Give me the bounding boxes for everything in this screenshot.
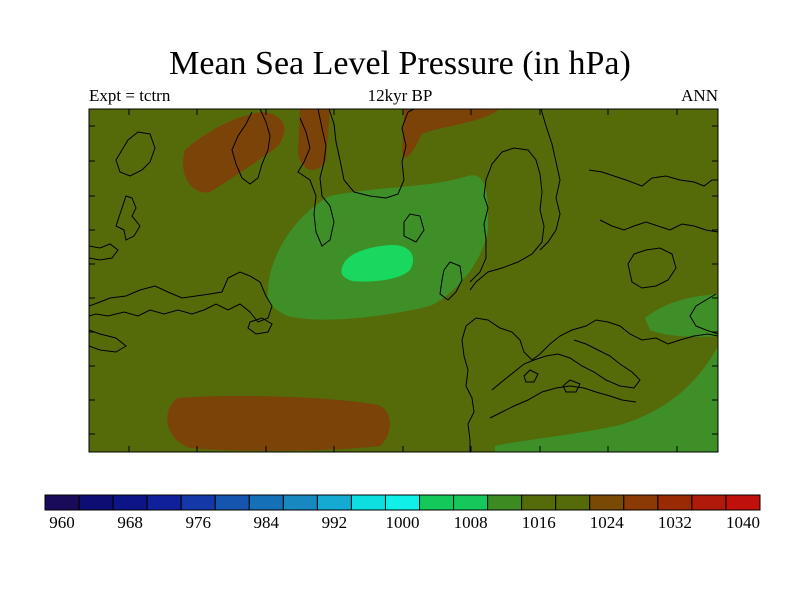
colorbar-swatch: [350, 494, 386, 511]
map-field: [89, 109, 718, 452]
colorbar-tick-label: 1016: [522, 513, 556, 532]
season-label: ANN: [681, 86, 718, 105]
colorbar-swatch: [384, 494, 421, 511]
high-pressure-south: [167, 396, 390, 451]
colorbar-tick-label: 960: [49, 513, 75, 532]
colorbar-swatch: [725, 494, 761, 511]
colorbar-swatch: [248, 494, 284, 511]
frame-ticks: [89, 109, 718, 452]
colorbar-swatch: [44, 494, 80, 511]
colorbar-swatch: [589, 494, 625, 511]
colorbar-swatch: [180, 494, 216, 511]
colorbar-swatch: [112, 494, 148, 511]
colorbar-tick-label: 1000: [386, 513, 420, 532]
colorbar-swatch: [487, 494, 523, 511]
colorbar-swatch: [214, 494, 250, 511]
low-pressure-center: [341, 244, 414, 282]
coastlines: [89, 109, 718, 452]
low-pressure-east: [645, 294, 718, 337]
colorbar-tick-label: 1040: [726, 513, 760, 532]
colorbar-swatch: [78, 494, 114, 511]
colorbar-swatch: [282, 494, 318, 511]
colorbar-tick-label: 968: [117, 513, 143, 532]
colorbar-swatch: [691, 494, 727, 511]
colorbar-tick-label: 992: [322, 513, 348, 532]
colorbar-tick-label: 1024: [590, 513, 625, 532]
colorbar-swatch: [555, 494, 591, 511]
colorbar-swatch: [316, 494, 352, 511]
low-pressure-southeast: [495, 346, 718, 452]
period-label: 12kyr BP: [367, 86, 433, 105]
colorbar: 960 968 976 984 992 1000 1008 1016 1024 1032 1040: [44, 494, 761, 532]
colorbar-tick-label: 1008: [454, 513, 488, 532]
colorbar-swatch: [453, 494, 489, 511]
colorbar-tick-label: 984: [254, 513, 280, 532]
chart-title: Mean Sea Level Pressure (in hPa): [169, 45, 631, 82]
colorbar-swatch: [623, 494, 659, 511]
colorbar-swatch: [146, 494, 182, 511]
colorbar-swatch: [657, 494, 693, 511]
colorbar-tick-label: 1032: [658, 513, 692, 532]
colorbar-swatch: [521, 494, 557, 511]
experiment-label: Expt = tctrn: [89, 86, 171, 105]
high-pressure-north: [182, 109, 501, 193]
colorbar-swatch: [419, 494, 455, 511]
colorbar-tick-label: 976: [185, 513, 211, 532]
